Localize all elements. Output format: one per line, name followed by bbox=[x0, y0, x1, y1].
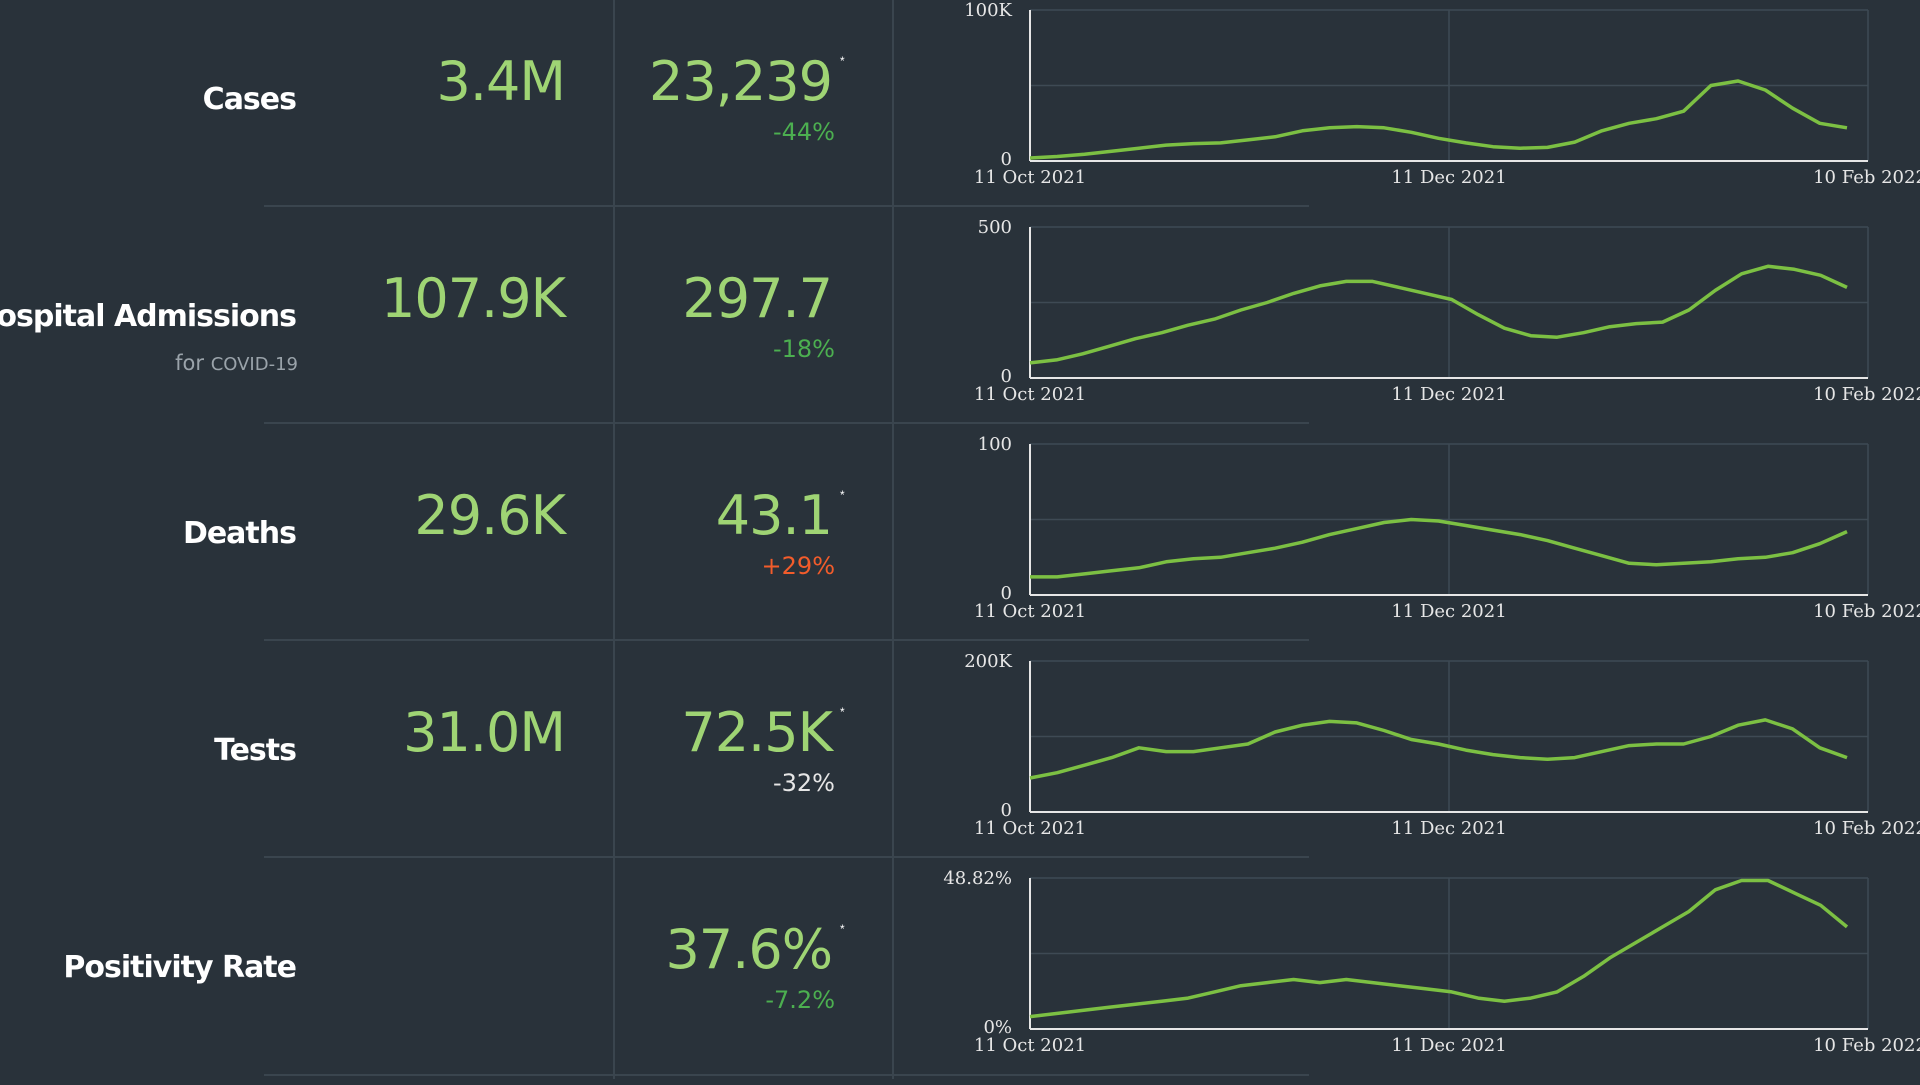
metric-recent-value: 37.6% bbox=[665, 918, 833, 981]
column-divider-2 bbox=[892, 0, 894, 1079]
series-line bbox=[1029, 79, 1848, 160]
y-tick-label-min: 0% bbox=[983, 1017, 1012, 1038]
y-tick-label-min: 0 bbox=[1001, 583, 1012, 604]
y-tick-label-max: 100 bbox=[978, 434, 1012, 455]
row-divider-1 bbox=[264, 205, 1309, 207]
metric-change: -32% bbox=[772, 769, 835, 797]
y-tick-label-max: 48.82% bbox=[943, 868, 1012, 889]
y-tick-label-max: 200K bbox=[964, 651, 1012, 672]
metric-label: Tests bbox=[214, 733, 297, 768]
series-line bbox=[1030, 517, 1848, 579]
footnote-marker: * bbox=[840, 705, 845, 719]
sublabel-covid: COVID-19 bbox=[210, 354, 298, 375]
chart-deaths: 100 011 Oct 2021 11 Dec 2021 10 Feb 2022 bbox=[974, 434, 1920, 622]
x-tick-label: 10 Feb 2022 bbox=[1813, 167, 1920, 188]
metric-total: 31.0M bbox=[403, 701, 566, 764]
x-tick-label: 11 Dec 2021 bbox=[1391, 818, 1506, 839]
footnote-marker: * bbox=[840, 54, 845, 68]
y-tick-label-max: 500 bbox=[978, 217, 1012, 238]
metric-row-cases: Cases 3.4M 23,239 * -44% 100K 0 11 Oct 202… bbox=[0, 0, 1920, 217]
x-tick-label: 10 Feb 2022 bbox=[1813, 384, 1920, 405]
chart-tests: 200K 011 Oct 2021 11 Dec 2021 10 Feb 2022 bbox=[964, 651, 1920, 839]
metric-label: Deaths bbox=[182, 516, 297, 551]
x-tick-label: 11 Dec 2021 bbox=[1391, 1035, 1506, 1056]
series-line bbox=[1029, 878, 1849, 1019]
column-divider-1 bbox=[613, 0, 615, 1079]
x-tick-label: 11 Dec 2021 bbox=[1391, 167, 1506, 188]
metric-label: Cases bbox=[202, 82, 297, 117]
row-divider-4 bbox=[264, 856, 1309, 858]
x-tick-label: 10 Feb 2022 bbox=[1813, 1035, 1920, 1056]
x-tick-label: 11 Oct 2021 bbox=[974, 818, 1086, 839]
metric-row-positivity-rate: Positivity Rate 37.6% * -7.2% 48.82% 0% 11… bbox=[0, 868, 1920, 1085]
chart-cases: 100K 011 Oct 2021 11 Dec 2021 10 Feb 2022 bbox=[964, 0, 1920, 188]
metric-label: Positivity Rate bbox=[63, 950, 297, 985]
metric-label: Hospital Admissions bbox=[0, 299, 297, 334]
chart-positivity-rate: 48.82% 0%11 Oct 2021 11 Dec 2021 10 Feb 202… bbox=[943, 868, 1920, 1056]
metric-row-tests: Tests 31.0M 72.5K * -32% 200K 0 11 Oct 202… bbox=[0, 651, 1920, 868]
metric-total: 3.4M bbox=[436, 50, 566, 113]
metric-row-hospital-admissions: Hospital Admissions for COVID-19 107.9K … bbox=[0, 217, 1920, 434]
row-divider-5 bbox=[264, 1074, 1309, 1076]
y-tick-label-min: 0 bbox=[1001, 149, 1012, 170]
metric-total: 107.9K bbox=[380, 267, 566, 330]
metric-row-deaths: Deaths 29.6K 43.1 * +29% 100 0 11 Oct 2021… bbox=[0, 434, 1920, 651]
chart-hospital-admissions: 500 011 Oct 2021 11 Dec 2021 10 Feb 2022 bbox=[974, 217, 1920, 405]
x-tick-label: 11 Oct 2021 bbox=[974, 167, 1086, 188]
y-tick-label-min: 0 bbox=[1001, 800, 1012, 821]
metric-change: -44% bbox=[772, 118, 835, 146]
footnote-marker: * bbox=[840, 488, 845, 502]
x-tick-label: 11 Dec 2021 bbox=[1391, 384, 1506, 405]
metric-recent-value: 43.1 bbox=[715, 484, 833, 547]
metric-recent-value: 72.5K bbox=[681, 701, 833, 764]
x-tick-label: 10 Feb 2022 bbox=[1813, 818, 1920, 839]
footnote-marker: * bbox=[840, 922, 845, 936]
metric-total: 29.6K bbox=[414, 484, 566, 547]
y-tick-label-min: 0 bbox=[1001, 366, 1012, 387]
row-divider-3 bbox=[264, 639, 1309, 641]
row-divider-2 bbox=[264, 422, 1309, 424]
y-tick-label-max: 100K bbox=[964, 0, 1012, 21]
metric-change: -7.2% bbox=[765, 986, 835, 1014]
x-tick-label: 11 Oct 2021 bbox=[974, 601, 1086, 622]
series-line bbox=[1029, 718, 1848, 780]
metric-change: +29% bbox=[761, 552, 835, 580]
series-line bbox=[1029, 264, 1848, 365]
metric-sublabel: for COVID-19 bbox=[175, 351, 298, 375]
x-tick-label: 11 Oct 2021 bbox=[974, 1035, 1086, 1056]
x-tick-label: 11 Dec 2021 bbox=[1391, 601, 1506, 622]
sublabel-prefix: for bbox=[175, 351, 211, 375]
metric-recent-value: 297.7 bbox=[682, 267, 833, 330]
x-tick-label: 10 Feb 2022 bbox=[1813, 601, 1920, 622]
x-tick-label: 11 Oct 2021 bbox=[974, 384, 1086, 405]
metric-recent-value: 23,239 bbox=[649, 50, 833, 113]
metric-change: -18% bbox=[772, 335, 835, 363]
